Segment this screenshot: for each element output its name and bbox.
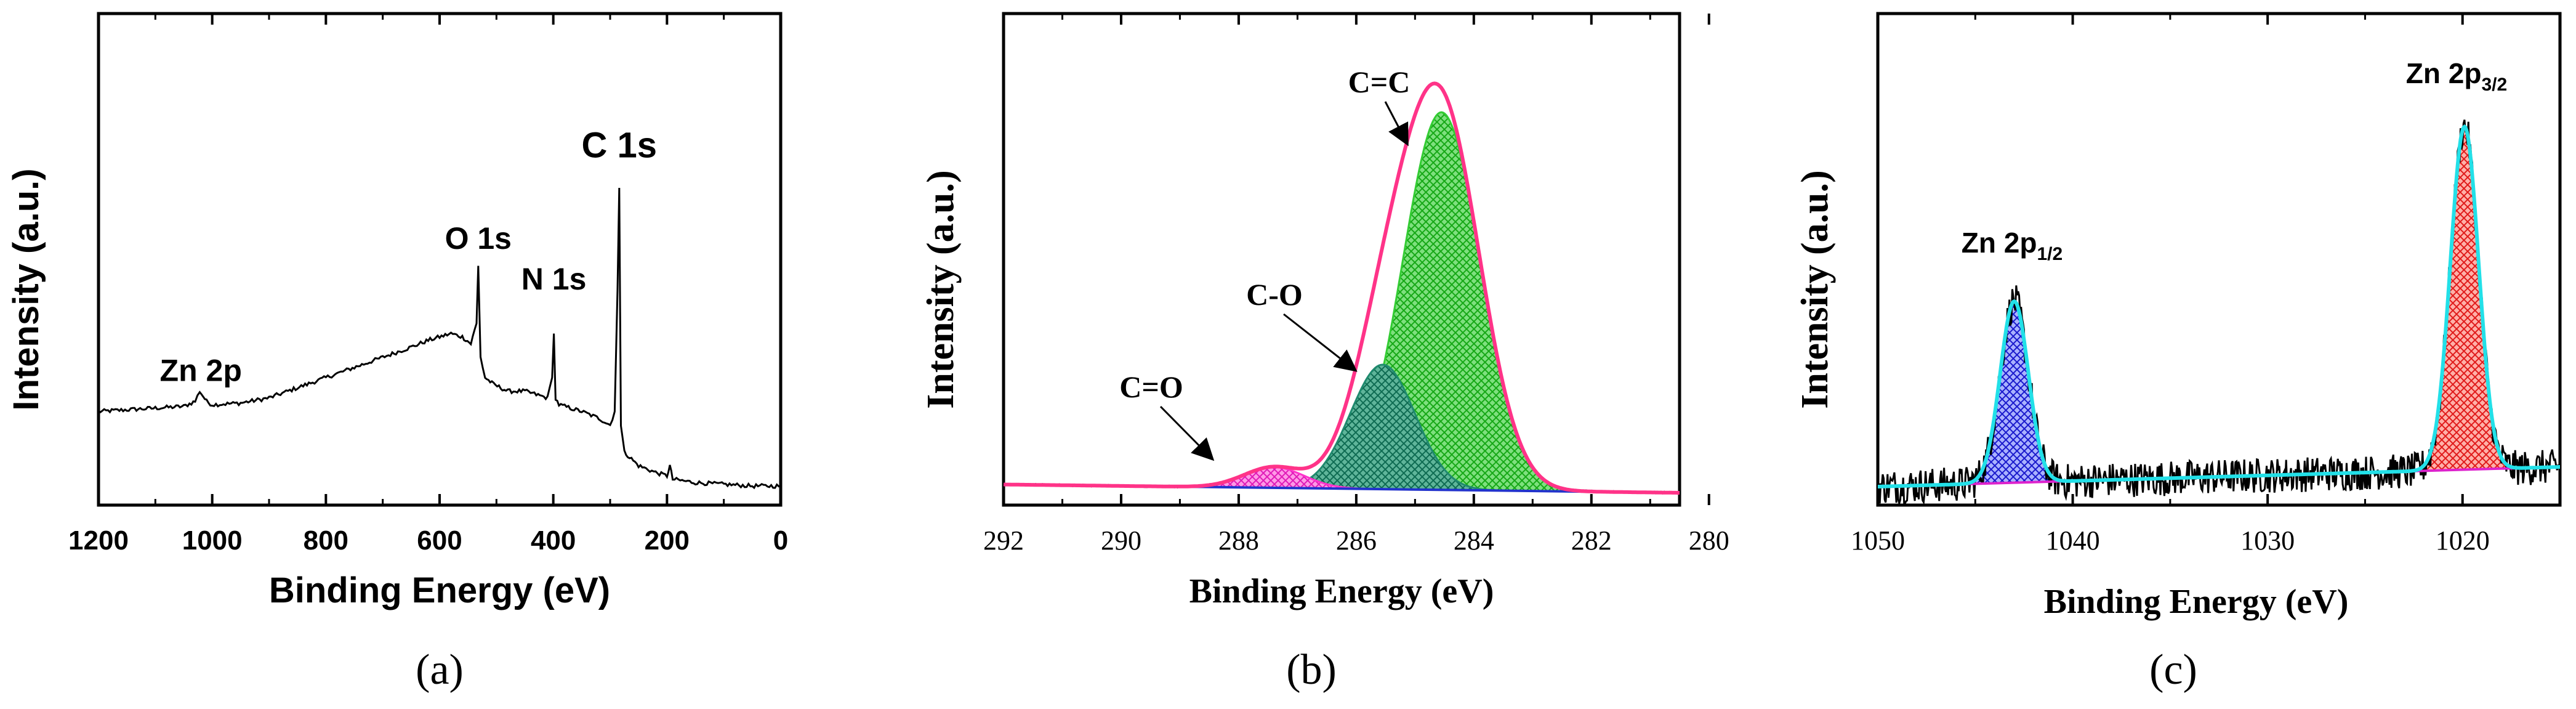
peak-label: C-O	[1246, 277, 1303, 312]
panel-c-x-axis-label: Binding Energy (eV)	[2044, 583, 2349, 621]
plot-frame	[97, 12, 783, 507]
panel-b-y-axis-label: Intensity (a.u.)	[920, 170, 962, 409]
x-tick-label: 1020	[2436, 525, 2490, 556]
x-tick-label: 1000	[182, 525, 243, 556]
peak-label: C=C	[1348, 65, 1411, 99]
peak-label: C=O	[1119, 370, 1183, 404]
survey-spectrum-line	[98, 187, 781, 490]
fit-peak-Zn2p12	[1928, 300, 2100, 487]
x-tick-label: 800	[304, 525, 348, 556]
peak-label-subscript: 3/2	[2481, 75, 2507, 95]
panel-c-caption: (c)	[2149, 646, 2197, 694]
plot-frame	[1876, 12, 2562, 507]
x-tick-label: 1030	[2240, 525, 2295, 556]
x-tick-label: 292	[983, 525, 1024, 556]
panel-b-plot-area: 292 290 288 286 284 282 280 C=C C-O C=O	[983, 12, 1729, 556]
x-tick-label: 1200	[68, 525, 129, 556]
panel-b-x-axis-label: Binding Energy (eV)	[1189, 572, 1494, 610]
fit-peak-C-O	[1154, 363, 1611, 493]
x-tick-label: 284	[1454, 525, 1494, 556]
x-tick-label: 600	[417, 525, 462, 556]
x-tick-label: 290	[1101, 525, 1141, 556]
peak-label-main: Zn 2p	[1962, 227, 2037, 259]
panel-b-caption: (b)	[1286, 646, 1337, 694]
peak-label: C 1s	[582, 126, 658, 166]
peak-label-main: Zn 2p	[2406, 57, 2482, 89]
peak-label: O 1s	[445, 221, 512, 256]
x-tick-label: 288	[1218, 525, 1259, 556]
panel-a-y-axis-label: Intensity (a.u.)	[6, 168, 46, 410]
panel-b-c1s: 292 290 288 286 284 282 280 C=C C-O C=O Intensity…	[920, 12, 1729, 694]
x-tick-label: 1040	[2046, 525, 2100, 556]
panel-c-y-axis-label: Intensity (a.u.)	[1794, 170, 1836, 409]
plot-frame	[1002, 12, 1681, 507]
envelope-line	[1878, 124, 2560, 488]
x-tick-label: 286	[1336, 525, 1377, 556]
fit-peak-Zn2p32	[2378, 125, 2551, 473]
panel-a-survey: 1200 1000 800 600 400 200 0 Zn 2p O 1s N 1s C 1s I…	[6, 12, 788, 694]
x-tick-label: 1050	[1851, 525, 1905, 556]
panel-a-x-axis-label: Binding Energy (eV)	[269, 570, 610, 610]
x-tick-label: 200	[645, 525, 690, 556]
x-tick-label: 400	[531, 525, 576, 556]
panel-a-plot-area: 1200 1000 800 600 400 200 0 Zn 2p O 1s N 1s C 1s	[68, 12, 788, 556]
peak-label: N 1s	[521, 262, 587, 296]
panel-a-caption: (a)	[416, 646, 464, 694]
peak-arrow	[1283, 313, 1358, 372]
peak-label: Zn 2p	[160, 354, 242, 388]
peak-label-subscript: 1/2	[2037, 244, 2063, 264]
x-tick-label: 282	[1571, 525, 1612, 556]
peak-arrow	[1159, 405, 1215, 461]
x-tick-label: 0	[773, 525, 788, 556]
x-tick-label: 280	[1689, 525, 1729, 556]
peak-arrow	[1384, 101, 1409, 147]
peak-label: Zn 2p1/2	[1962, 227, 2063, 264]
peak-label: Zn 2p3/2	[2406, 57, 2507, 95]
envelope-line	[1003, 81, 1680, 495]
